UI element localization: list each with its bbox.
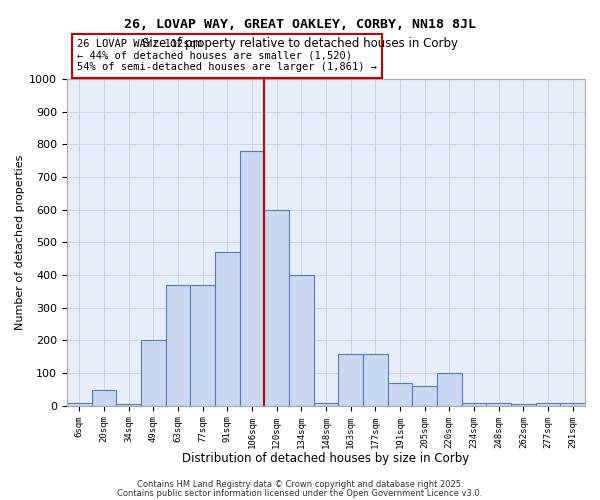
Text: Contains HM Land Registry data © Crown copyright and database right 2025.: Contains HM Land Registry data © Crown c…: [137, 480, 463, 489]
Text: 26, LOVAP WAY, GREAT OAKLEY, CORBY, NN18 8JL: 26, LOVAP WAY, GREAT OAKLEY, CORBY, NN18…: [124, 18, 476, 30]
X-axis label: Distribution of detached houses by size in Corby: Distribution of detached houses by size …: [182, 452, 470, 465]
Bar: [511, 404, 536, 406]
Text: 26 LOVAP WAY: 112sqm
← 44% of detached houses are smaller (1,520)
54% of semi-de: 26 LOVAP WAY: 112sqm ← 44% of detached h…: [77, 40, 377, 72]
Bar: [289, 275, 314, 406]
Bar: [239, 151, 264, 406]
Bar: [190, 285, 215, 406]
Bar: [92, 390, 116, 406]
Bar: [314, 402, 338, 406]
Bar: [166, 285, 190, 406]
Bar: [560, 402, 585, 406]
Bar: [487, 402, 511, 406]
Bar: [116, 404, 141, 406]
Bar: [338, 354, 363, 406]
Text: Size of property relative to detached houses in Corby: Size of property relative to detached ho…: [142, 38, 458, 51]
Bar: [461, 402, 487, 406]
Bar: [141, 340, 166, 406]
Bar: [536, 402, 560, 406]
Bar: [264, 210, 289, 406]
Bar: [67, 402, 92, 406]
Bar: [437, 373, 461, 406]
Bar: [215, 252, 239, 406]
Bar: [388, 383, 412, 406]
Bar: [412, 386, 437, 406]
Bar: [363, 354, 388, 406]
Y-axis label: Number of detached properties: Number of detached properties: [15, 154, 25, 330]
Text: Contains public sector information licensed under the Open Government Licence v3: Contains public sector information licen…: [118, 488, 482, 498]
